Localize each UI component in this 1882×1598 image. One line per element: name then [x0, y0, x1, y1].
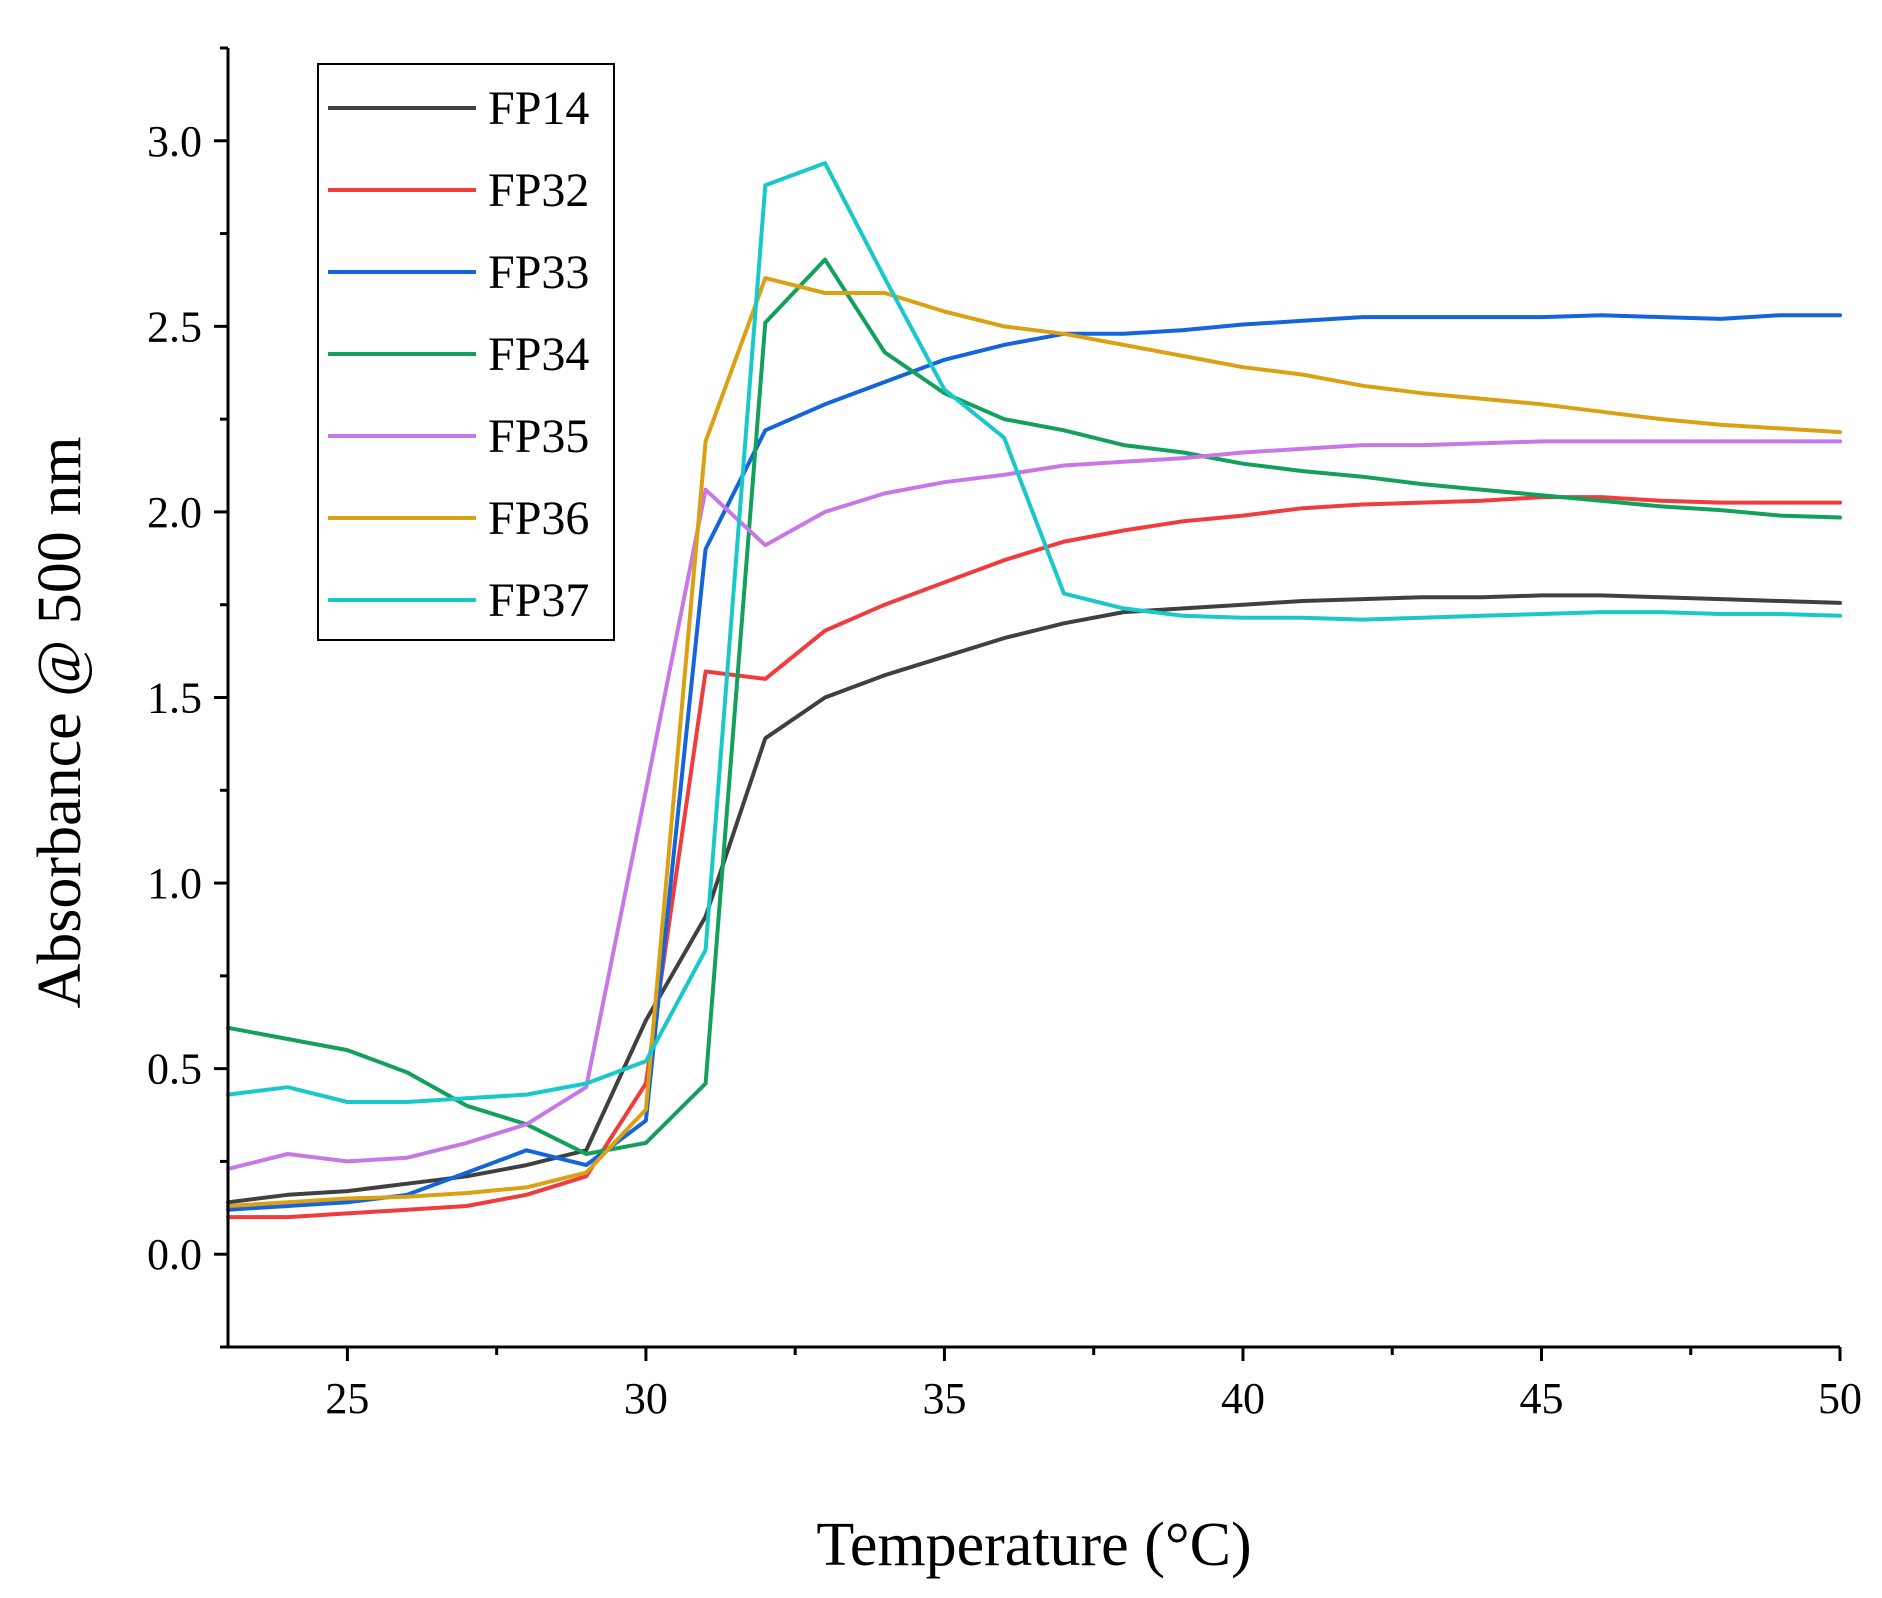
legend: FP14 FP32 FP33 FP34 FP35 FP36 FP37 — [317, 63, 615, 641]
series-line-fp34 — [226, 257, 1842, 1156]
y-tick-label: 0.0 — [147, 1230, 202, 1279]
x-tick-label: 35 — [922, 1374, 966, 1423]
y-tick-label: 1.5 — [147, 674, 202, 723]
x-tick-label: 30 — [624, 1374, 668, 1423]
series-line-fp35 — [226, 439, 1842, 1171]
series-line-fp33 — [226, 313, 1842, 1212]
legend-label-fp32: FP32 — [488, 164, 589, 217]
y-tick-label: 2.5 — [147, 302, 202, 351]
y-tick-label: 0.5 — [147, 1045, 202, 1094]
plot-area — [226, 161, 1842, 1220]
y-tick-label: 2.0 — [147, 488, 202, 537]
legend-label-fp14: FP14 — [488, 82, 589, 135]
y-tick-label: 1.0 — [147, 859, 202, 908]
legend-label-fp37: FP37 — [488, 574, 589, 627]
series-line-fp37 — [226, 161, 1842, 1104]
x-tick-label: 25 — [325, 1374, 369, 1423]
legend-label-fp36: FP36 — [488, 492, 589, 545]
x-tick-label: 45 — [1519, 1374, 1563, 1423]
x-axis: 25 30 35 40 45 50 — [228, 1345, 1862, 1423]
y-axis: 0.0 0.5 1.0 1.5 2.0 2.5 3.0 — [147, 46, 230, 1349]
legend-label-fp33: FP33 — [488, 246, 589, 299]
legend-label-fp35: FP35 — [488, 410, 589, 463]
legend-label-fp34: FP34 — [488, 328, 589, 381]
x-tick-label: 40 — [1221, 1374, 1265, 1423]
series-line-fp14 — [226, 593, 1842, 1205]
y-tick-label: 3.0 — [147, 117, 202, 166]
x-axis-title: Temperature (°C) — [816, 1511, 1251, 1579]
y-axis-title: Absorbance @ 500 nm — [26, 437, 94, 1009]
series-line-fp36 — [226, 276, 1842, 1208]
x-tick-label: 50 — [1818, 1374, 1862, 1423]
